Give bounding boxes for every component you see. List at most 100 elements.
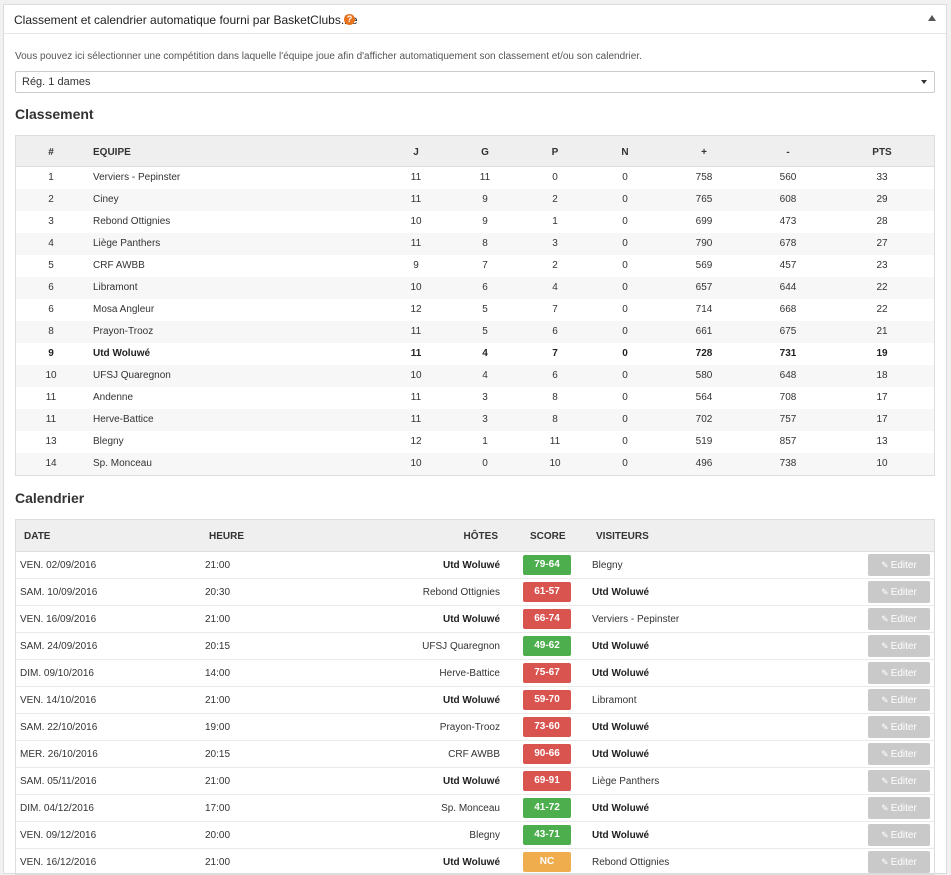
competition-select[interactable]: Rég. 1 dames <box>15 71 935 93</box>
match-away-team: Utd Woluwé <box>592 830 650 841</box>
edit-match-button[interactable]: ✎ Editer <box>868 635 930 657</box>
edit-button-label: Editer <box>890 857 917 868</box>
edit-match-button[interactable]: ✎ Editer <box>868 608 930 630</box>
standings-cell-points-against: 731 <box>779 348 797 359</box>
edit-button-label: Editer <box>890 641 917 652</box>
match-away-team: Utd Woluwé <box>592 668 650 679</box>
standings-cell-played: 10 <box>410 216 422 227</box>
standings-cell-played: 11 <box>410 172 422 183</box>
calendar-header-home: HÔTES <box>463 531 498 542</box>
standings-cell-draw: 0 <box>622 348 628 359</box>
edit-button-label: Editer <box>890 722 917 733</box>
calendar-row: VEN. 16/12/2016 21:00 Utd Woluwé NC Rebond O… <box>16 849 934 874</box>
standings-row: 11 Andenne 11 3 8 0 564 708 17 <box>16 387 934 409</box>
standings-cell-played: 11 <box>410 392 422 403</box>
calendar-header-away: VISITEURS <box>596 531 649 542</box>
standings-cell-points-against: 644 <box>779 282 797 293</box>
standings-cell-draw: 0 <box>622 458 628 469</box>
standings-cell-points-against: 678 <box>779 238 797 249</box>
edit-match-button[interactable]: ✎ Editer <box>868 851 930 873</box>
standings-table: # EQUIPE J G P N + - PTS 1 Verviers - Pepinster 11… <box>15 135 935 476</box>
match-home-team: CRF AWBB <box>448 749 500 760</box>
standings-cell-played: 11 <box>410 348 422 359</box>
edit-match-button[interactable]: ✎ Editer <box>868 797 930 819</box>
standings-cell-team: Blegny <box>93 436 124 447</box>
pencil-icon: ✎ <box>881 587 889 597</box>
standings-row: 9 Utd Woluwé 11 4 7 0 728 731 19 <box>16 343 934 365</box>
match-time: 21:00 <box>205 776 231 787</box>
standings-cell-played: 11 <box>410 326 422 337</box>
standings-cell-points-for: 580 <box>695 370 713 381</box>
standings-cell-points-for: 569 <box>695 260 713 271</box>
standings-cell-draw: 0 <box>622 392 628 403</box>
standings-cell-points-for: 790 <box>695 238 713 249</box>
standings-row: 5 CRF AWBB 9 7 2 0 569 457 23 <box>16 255 934 277</box>
help-icon[interactable]: ? <box>344 14 355 25</box>
standings-cell-played: 12 <box>410 436 422 447</box>
edit-match-button[interactable]: ✎ Editer <box>868 770 930 792</box>
calendar-table: DATE HEURE HÔTES SCORE VISITEURS VEN. 02… <box>15 519 935 875</box>
standings-row: 6 Mosa Angleur 12 5 7 0 714 668 22 <box>16 299 934 321</box>
edit-match-button[interactable]: ✎ Editer <box>868 743 930 765</box>
edit-match-button[interactable]: ✎ Editer <box>868 824 930 846</box>
calendar-row: SAM. 05/11/2016 21:00 Utd Woluwé 69-91 Liège… <box>16 768 934 795</box>
match-home-team: Blegny <box>469 830 500 841</box>
calendar-header-time: HEURE <box>209 531 245 542</box>
standings-cell-points: 27 <box>876 238 888 249</box>
standings-cell-rank: 3 <box>48 216 54 227</box>
standings-cell-draw: 0 <box>622 194 628 205</box>
standings-cell-team: Herve-Battice <box>93 414 154 425</box>
standings-cell-points: 21 <box>876 326 888 337</box>
pencil-icon: ✎ <box>881 695 889 705</box>
standings-cell-points: 13 <box>876 436 888 447</box>
match-score-badge: 69-91 <box>523 771 571 791</box>
standings-cell-draw: 0 <box>622 238 628 249</box>
standings-cell-team: Rebond Ottignies <box>93 216 171 227</box>
standings-cell-rank: 11 <box>45 414 57 425</box>
match-time: 21:00 <box>205 695 231 706</box>
match-date: SAM. 05/11/2016 <box>20 776 97 787</box>
collapse-icon[interactable] <box>928 15 936 21</box>
standings-cell-won: 3 <box>482 392 488 403</box>
standings-cell-draw: 0 <box>622 260 628 271</box>
edit-match-button[interactable]: ✎ Editer <box>868 554 930 576</box>
standings-cell-played: 11 <box>410 238 422 249</box>
match-time: 17:00 <box>205 803 231 814</box>
standings-row: 14 Sp. Monceau 10 0 10 0 496 738 10 <box>16 453 934 475</box>
match-date: VEN. 02/09/2016 <box>20 560 97 571</box>
standings-cell-points: 10 <box>876 458 888 469</box>
edit-button-label: Editer <box>890 668 917 679</box>
edit-match-button[interactable]: ✎ Editer <box>868 662 930 684</box>
pencil-icon: ✎ <box>881 830 889 840</box>
standings-cell-rank: 6 <box>48 282 54 293</box>
pencil-icon: ✎ <box>881 722 889 732</box>
standings-cell-lost: 4 <box>552 282 558 293</box>
standings-cell-points: 33 <box>876 172 888 183</box>
standings-cell-points: 22 <box>876 304 888 315</box>
standings-cell-lost: 2 <box>552 194 558 205</box>
standings-cell-points-against: 675 <box>779 326 797 337</box>
standings-cell-team: Liège Panthers <box>93 238 161 249</box>
standings-cell-team: CRF AWBB <box>93 260 145 271</box>
standings-cell-won: 3 <box>482 414 488 425</box>
standings-cell-lost: 6 <box>552 370 558 381</box>
standings-cell-won: 4 <box>482 370 488 381</box>
edit-match-button[interactable]: ✎ Editer <box>868 716 930 738</box>
panel-header[interactable]: Classement et calendrier automatique fou… <box>4 5 946 34</box>
edit-button-label: Editer <box>890 614 917 625</box>
standings-cell-rank: 6 <box>48 304 54 315</box>
match-home-team: Utd Woluwé <box>442 695 500 706</box>
match-score-badge: 41-72 <box>523 798 571 818</box>
edit-match-button[interactable]: ✎ Editer <box>868 581 930 603</box>
standings-cell-rank: 13 <box>45 436 57 447</box>
standings-cell-team: Andenne <box>93 392 134 403</box>
calendar-row: SAM. 22/10/2016 19:00 Prayon-Trooz 73-60 Utd… <box>16 714 934 741</box>
standings-cell-lost: 8 <box>552 392 558 403</box>
standings-cell-points-against: 457 <box>779 260 797 271</box>
calendar-row: VEN. 14/10/2016 21:00 Utd Woluwé 59-70 Libra… <box>16 687 934 714</box>
edit-button-label: Editer <box>890 803 917 814</box>
match-home-team: Utd Woluwé <box>442 857 500 868</box>
edit-match-button[interactable]: ✎ Editer <box>868 689 930 711</box>
match-away-team: Utd Woluwé <box>592 749 650 760</box>
match-score-badge: 43-71 <box>523 825 571 845</box>
